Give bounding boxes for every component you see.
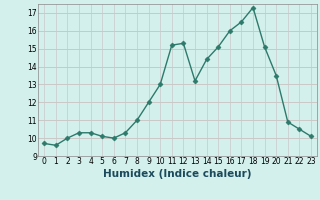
X-axis label: Humidex (Indice chaleur): Humidex (Indice chaleur) xyxy=(103,169,252,179)
